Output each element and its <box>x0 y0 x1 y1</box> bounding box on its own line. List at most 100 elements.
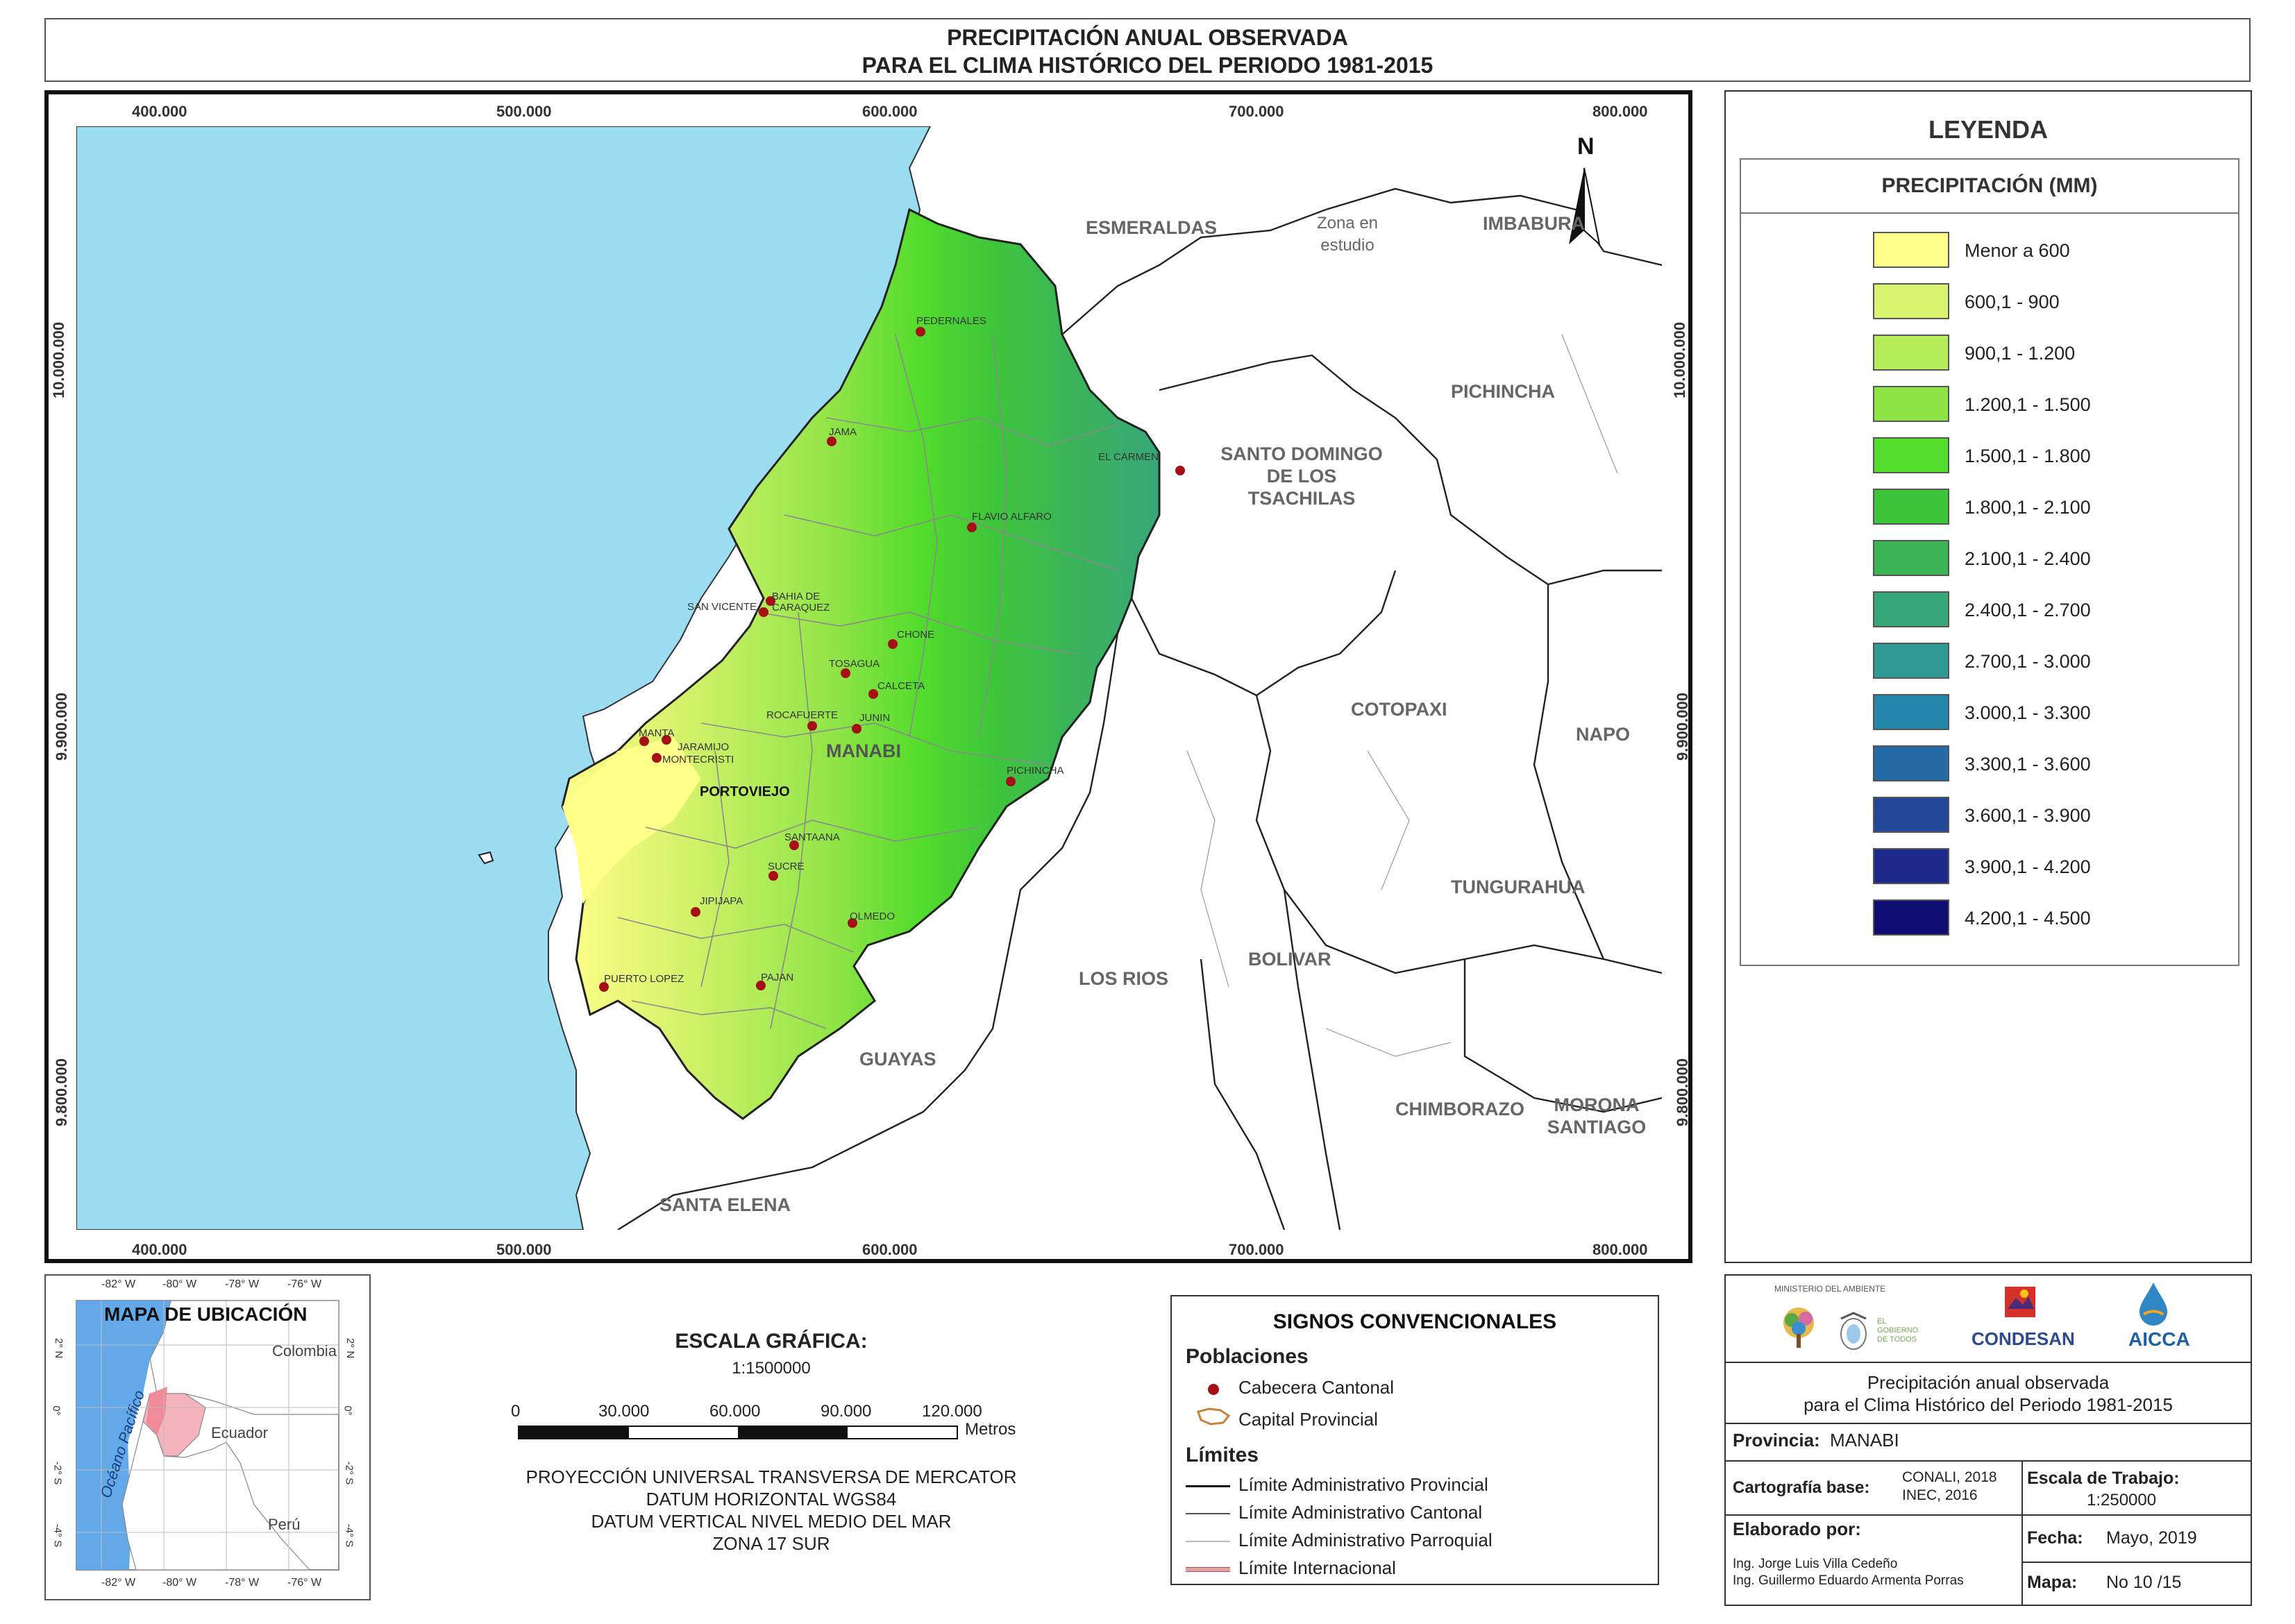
title-line-1: PRECIPITACIÓN ANUAL OBSERVADA <box>947 25 1348 50</box>
precipitation-legend-title: PRECIPITACIÓN (MM) <box>1741 160 2238 214</box>
city-dot <box>916 327 925 337</box>
elaborado-value: Ing. Jorge Luis Villa Cedeño Ing. Guille… <box>1733 1556 1964 1589</box>
north-arrow <box>1569 167 1601 246</box>
label-santa-elena: SANTA ELENA <box>659 1194 791 1215</box>
cartografia-value-line: INEC, 2016 <box>1902 1487 1978 1503</box>
international-line-icon <box>1186 1567 1230 1572</box>
signs-title: SIGNOS CONVENCIONALES <box>1272 1310 1557 1333</box>
inset-side-tick: 2° N <box>53 1337 65 1359</box>
legend-label: 1.800,1 - 2.100 <box>1965 497 2091 518</box>
legend-label: 3.900,1 - 4.200 <box>1965 856 2091 877</box>
cantonal-line-icon <box>1186 1513 1230 1514</box>
city-calceta: CALCETA <box>877 680 925 692</box>
city-dot <box>652 753 662 763</box>
scale-ratio: 1:1500000 <box>732 1359 811 1378</box>
fecha-label: Fecha: <box>2027 1528 2083 1548</box>
scale-tick-0: 0 <box>511 1402 521 1421</box>
city-dot <box>789 840 799 850</box>
legend-label: 2.100,1 - 2.400 <box>1965 548 2091 569</box>
city-dot <box>1175 466 1185 475</box>
x-tick-top-3: 600.000 <box>862 103 918 120</box>
y-tick-left-1: 10.000.000 <box>50 321 68 399</box>
provincia-value: MANABI <box>1830 1430 1899 1450</box>
inset-side-tick: -4° S <box>51 1523 64 1548</box>
label-guayas: GUAYAS <box>859 1049 936 1069</box>
x-tick-bottom-2: 500.000 <box>496 1241 552 1258</box>
inset-label-peru: Perú <box>268 1516 301 1533</box>
label-esmeraldas: ESMERALDAS <box>1086 217 1218 238</box>
city-dot <box>852 724 861 734</box>
legend-panel: LEYENDA PRECIPITACIÓN (MM) Menor a 600 6… <box>1724 90 2252 1263</box>
label-tungurahua: TUNGURAHUA <box>1451 877 1586 897</box>
provincial-boundaries <box>617 187 1662 1230</box>
y-tick-right-2: 9.900.000 <box>1673 693 1691 761</box>
legend-swatch <box>1873 232 1949 268</box>
inset-title: MAPA DE UBICACIÓN <box>104 1303 308 1325</box>
city-manta: MANTA <box>639 727 675 739</box>
x-tick-bottom-4: 700.000 <box>1229 1241 1284 1258</box>
city-markers <box>599 327 1185 992</box>
signs-limites: Límites <box>1186 1444 1259 1466</box>
city-dot <box>691 907 700 917</box>
city-dot <box>848 918 857 928</box>
label-manabi: MANABI <box>826 741 901 761</box>
legend-swatch <box>1873 643 1949 679</box>
label-napo: NAPO <box>1576 724 1631 745</box>
inset-side-tick: 2° N <box>344 1337 357 1359</box>
low-precipitation-zone <box>562 737 701 904</box>
legend-label: 1.200,1 - 1.500 <box>1965 394 2091 415</box>
city-jama: JAMA <box>829 426 857 438</box>
manabi-precipitation-area <box>561 208 1161 1120</box>
scale-tick-1: 30.000 <box>598 1402 650 1421</box>
city-sucre: SUCRE <box>768 861 805 872</box>
legend-swatch <box>1873 386 1949 422</box>
capital-provincial-icon <box>1197 1407 1231 1426</box>
title-line-2: PARA EL CLIMA HISTÓRICO DEL PERIODO 1981… <box>861 53 1434 78</box>
legend-swatch <box>1873 899 1949 936</box>
legend-swatch <box>1873 591 1949 627</box>
scale-title: ESCALA GRÁFICA: <box>675 1330 868 1353</box>
signs-capital: Capital Provincial <box>1238 1409 1378 1430</box>
city-pajan: PAJAN <box>761 972 794 983</box>
signs-cabecera: Cabecera Cantonal <box>1238 1377 1395 1398</box>
parish-boundaries <box>1186 334 1618 1057</box>
y-tick-right-3: 9.800.000 <box>1673 1058 1691 1126</box>
label-imbabura: IMBABURA <box>1483 213 1585 234</box>
city-dot <box>766 596 775 606</box>
fecha-value: Mayo, 2019 <box>2106 1528 2197 1548</box>
location-inset-map: -82° W -80° W -78° W -76° W -82° W -80° … <box>44 1274 371 1600</box>
inset-study-area <box>146 1387 167 1435</box>
x-tick-top-2: 500.000 <box>496 103 552 120</box>
signs-lim-int: Límite Internacional <box>1238 1557 1396 1578</box>
x-tick-bottom-5: 800.000 <box>1592 1241 1648 1258</box>
inset-side-tick: -2° S <box>51 1461 64 1485</box>
city-dot <box>827 437 837 446</box>
city-dot <box>841 668 850 678</box>
city-dot <box>639 736 649 746</box>
logo-aicca-text: AICCA <box>2128 1328 2190 1350</box>
mapa-label: Mapa: <box>2027 1573 2078 1592</box>
scale-panel: ESCALA GRÁFICA: 1:1500000 0 30.000 60.00… <box>386 1274 1157 1600</box>
x-tick-bottom-1: 400.000 <box>132 1241 187 1258</box>
tree-logo-icon <box>1783 1308 1814 1348</box>
y-tick-left-2: 9.900.000 <box>52 693 70 761</box>
city-el-carmen: EL CARMEN <box>1098 451 1159 463</box>
city-pedernales: PEDERNALES <box>916 315 986 327</box>
city-olmedo: OLMEDO <box>850 911 896 922</box>
city-dot <box>599 982 609 992</box>
cabecera-dot-icon <box>1208 1384 1219 1395</box>
inset-bottom-tick: -76° W <box>287 1577 322 1589</box>
projection-line: DATUM VERTICAL NIVEL MEDIO DEL MAR <box>591 1511 952 1532</box>
signs-poblaciones: Poblaciones <box>1186 1345 1309 1368</box>
legend-swatch <box>1873 745 1949 781</box>
inset-label-colombia: Colombia <box>272 1342 337 1360</box>
inset-bottom-tick: -78° W <box>225 1577 260 1589</box>
inset-bottom-tick: -82° W <box>101 1577 136 1589</box>
label-chimborazo: CHIMBORAZO <box>1395 1099 1524 1119</box>
city-dot <box>807 721 817 731</box>
city-dot <box>868 689 878 699</box>
parish-line-icon <box>1186 1541 1230 1542</box>
x-tick-top-1: 400.000 <box>132 103 187 120</box>
city-dot <box>756 981 766 990</box>
legend-swatch <box>1873 489 1949 525</box>
